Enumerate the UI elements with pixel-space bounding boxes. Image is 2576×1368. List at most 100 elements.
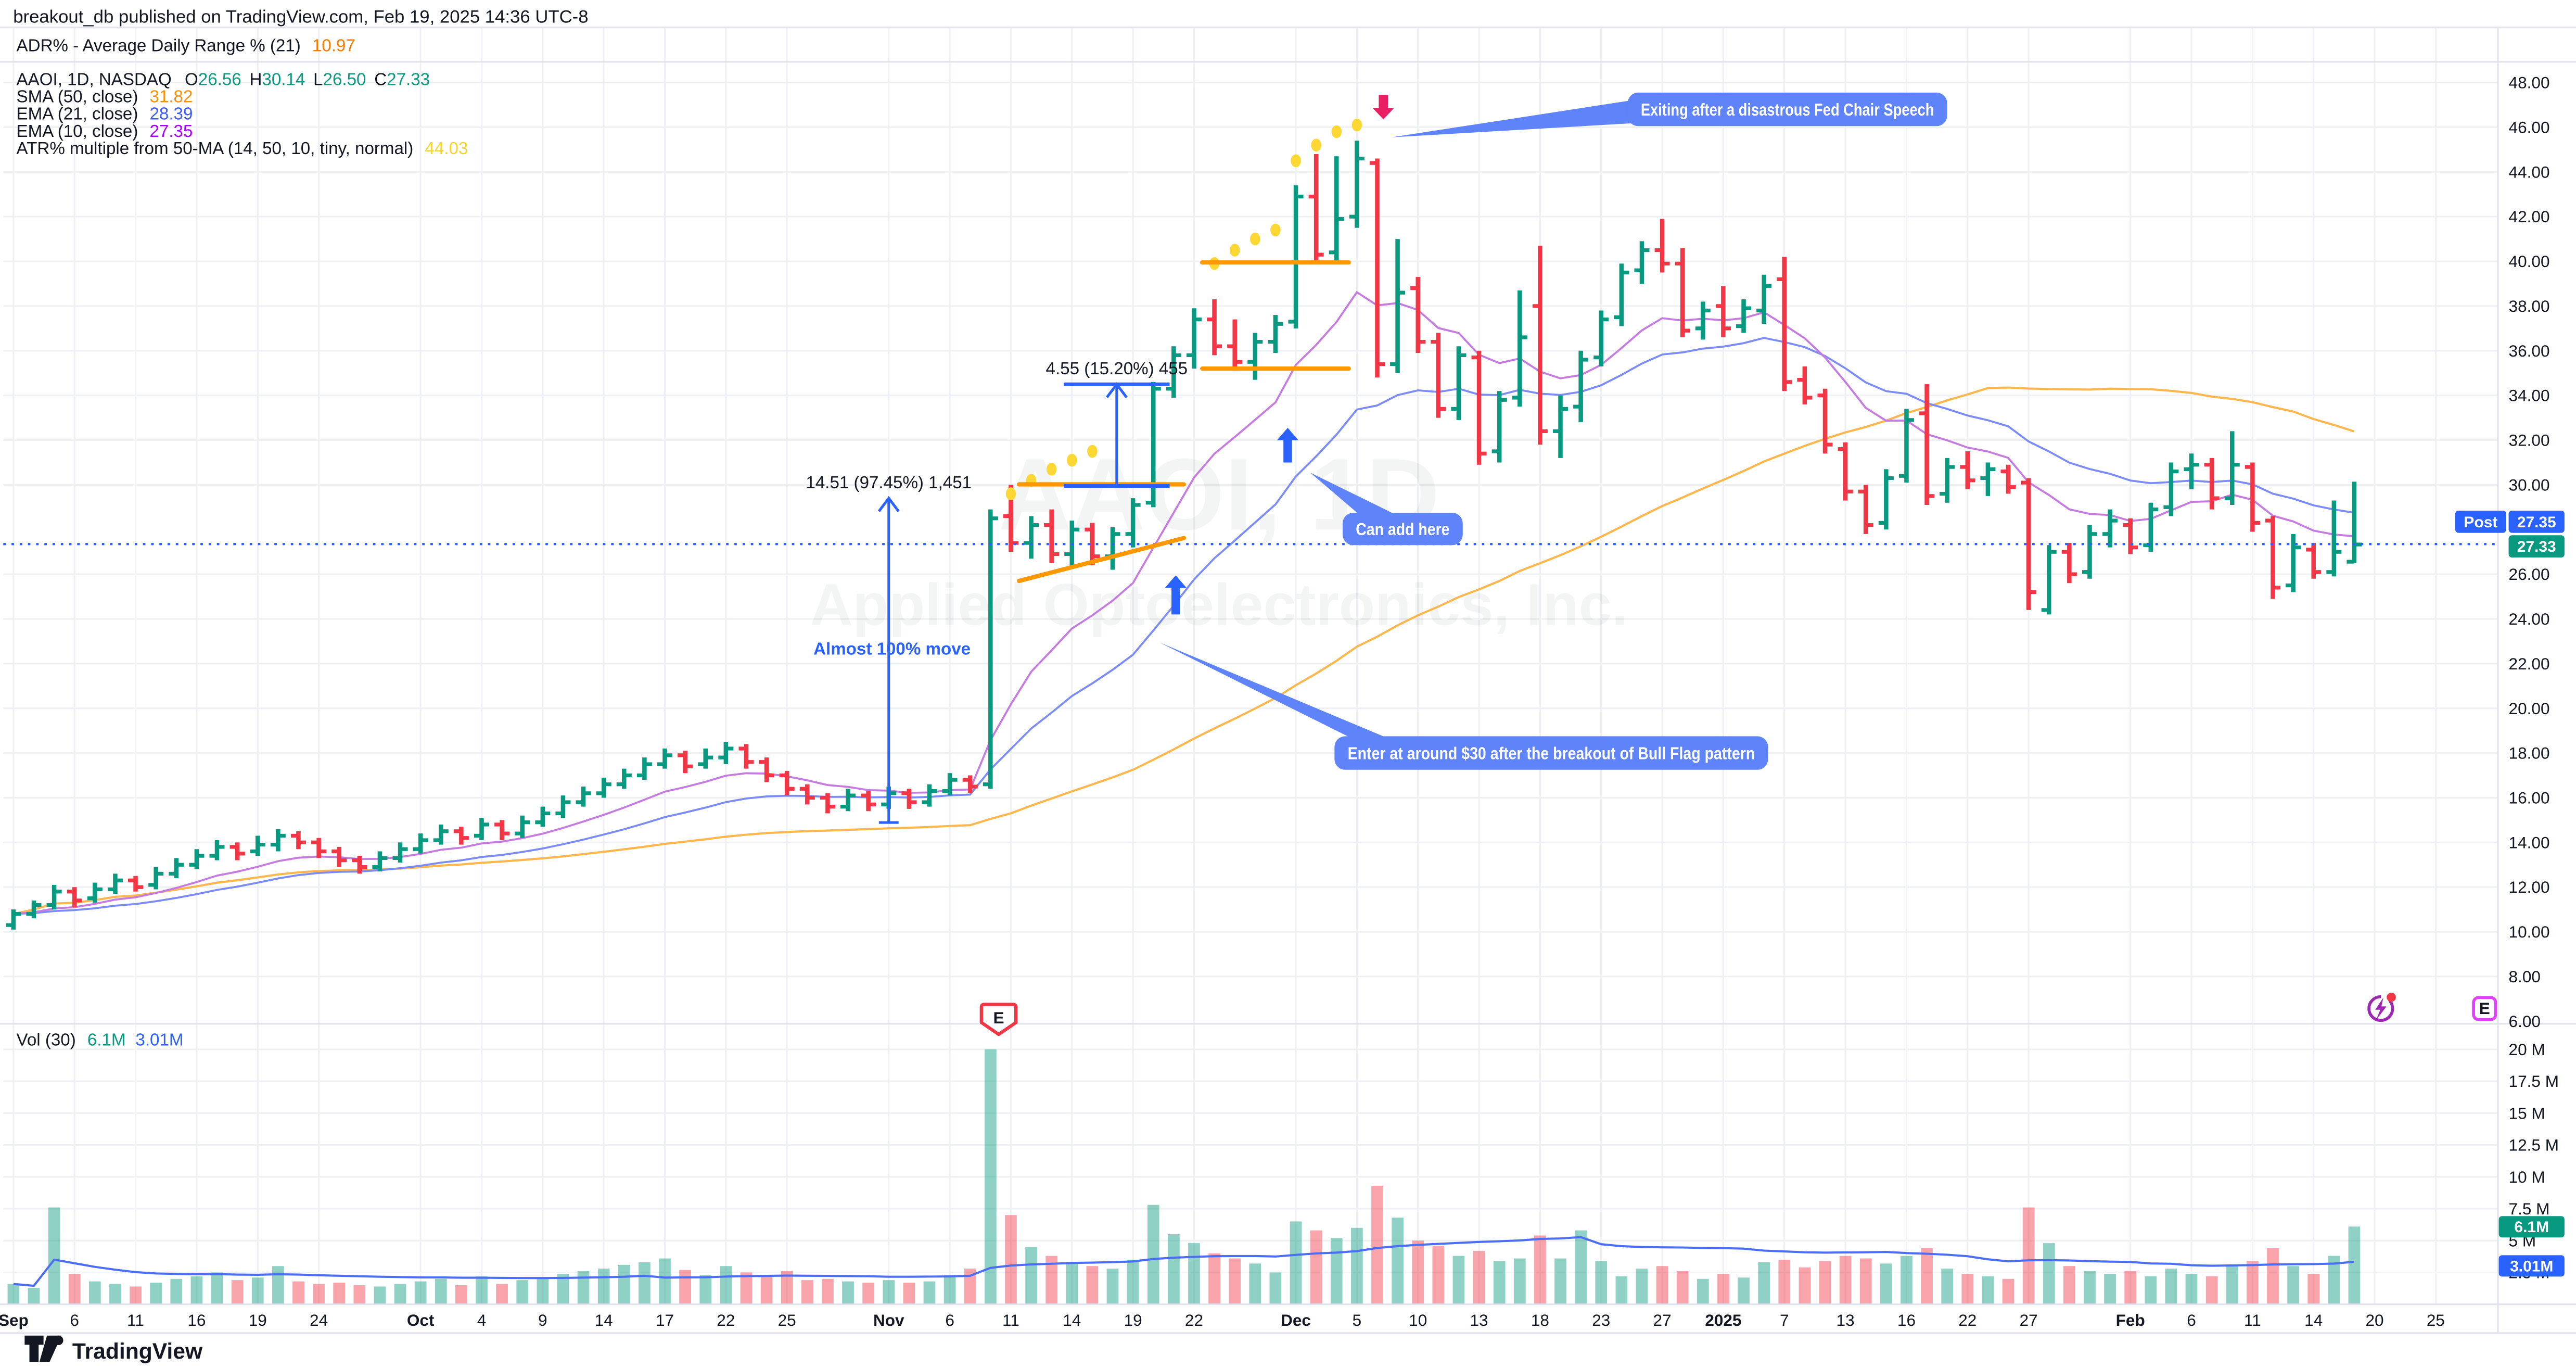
price-axis-label[interactable]: 6.00 xyxy=(2509,1012,2541,1031)
volume-axis-label[interactable]: 15 M xyxy=(2509,1104,2545,1122)
upcoming-earnings-e-icon[interactable]: E xyxy=(2472,996,2497,1021)
time-axis-label[interactable]: 11 xyxy=(2244,1311,2261,1329)
time-axis-label[interactable]: 27 xyxy=(2020,1311,2038,1329)
volume-axis-label[interactable]: 17.5 M xyxy=(2509,1072,2559,1091)
volume-bar xyxy=(699,1275,712,1304)
time-axis-label[interactable]: 11 xyxy=(1002,1311,1019,1329)
time-axis-label[interactable]: 24 xyxy=(310,1311,328,1329)
time-axis-label[interactable]: 10 xyxy=(1409,1311,1427,1329)
time-axis-label[interactable]: 14 xyxy=(2304,1311,2323,1329)
volume-axis-label[interactable]: 12.5 M xyxy=(2509,1136,2559,1155)
ema21-value: 28.39 xyxy=(149,105,193,124)
up-arrow-marker[interactable] xyxy=(1165,575,1187,615)
ema10-legend[interactable]: EMA (10, close) 27.35 xyxy=(17,122,193,141)
volume-axis-label[interactable]: 20 M xyxy=(2509,1040,2545,1059)
time-axis-label[interactable]: 9 xyxy=(538,1311,547,1329)
volume-legend[interactable]: Vol (30) 6.1M 3.01M xyxy=(17,1031,184,1050)
ema21-legend[interactable]: EMA (21, close) 28.39 xyxy=(17,105,193,124)
time-axis-label[interactable]: 11 xyxy=(127,1311,144,1329)
time-axis-label[interactable]: Dec xyxy=(1281,1311,1311,1329)
time-axis-label[interactable]: 13 xyxy=(1837,1311,1855,1329)
price-axis-label[interactable]: 32.00 xyxy=(2509,431,2550,450)
time-axis-label[interactable]: 5 xyxy=(1353,1311,1362,1329)
price-axis-label[interactable]: 18.00 xyxy=(2509,744,2550,763)
time-axis-label[interactable]: 22 xyxy=(717,1311,735,1329)
price-axis-label[interactable]: 44.00 xyxy=(2509,162,2550,181)
time-axis-label[interactable]: 4 xyxy=(477,1311,487,1329)
adr-indicator-legend[interactable]: ADR% - Average Daily Range % (21) 10.97 xyxy=(17,36,355,56)
price-axis-label[interactable]: 8.00 xyxy=(2509,967,2541,986)
price-axis-label[interactable]: 22.00 xyxy=(2509,654,2550,673)
time-axis-label[interactable]: 20 xyxy=(2366,1311,2384,1329)
time-axis-label[interactable]: 17 xyxy=(656,1311,674,1329)
price-axis-label[interactable]: 46.00 xyxy=(2509,118,2550,136)
time-axis-label[interactable]: 27 xyxy=(1653,1311,1672,1329)
time-axis-label[interactable]: 16 xyxy=(1897,1311,1916,1329)
time-axis-label[interactable]: 22 xyxy=(1958,1311,1976,1329)
time-axis-label[interactable]: 13 xyxy=(1470,1311,1488,1329)
last-price-badge-value: 27.33 xyxy=(2517,538,2556,555)
post-session-badge xyxy=(2455,510,2506,533)
earnings-icon[interactable]: E xyxy=(979,1003,1018,1036)
tradingview-logo-icon[interactable] xyxy=(24,1335,63,1362)
volume-bar xyxy=(1371,1185,1383,1304)
time-axis-label[interactable]: 25 xyxy=(2427,1311,2445,1329)
volume-bar xyxy=(1534,1235,1546,1304)
upcoming-earnings-lightning-icon[interactable] xyxy=(2367,992,2396,1022)
volume-ma-badge xyxy=(2498,1255,2565,1277)
price-axis-label[interactable]: 40.00 xyxy=(2509,252,2550,271)
price-axis-label[interactable]: 42.00 xyxy=(2509,207,2550,226)
price-axis-label[interactable]: 34.00 xyxy=(2509,386,2550,405)
price-axis-label[interactable]: 14.00 xyxy=(2509,833,2550,852)
time-axis-label[interactable]: Feb xyxy=(2116,1311,2145,1329)
sma50-legend[interactable]: SMA (50, close) 31.82 xyxy=(17,87,193,106)
time-axis-label[interactable]: 23 xyxy=(1592,1311,1610,1329)
tradingview-logo-text[interactable]: TradingView xyxy=(72,1339,203,1364)
price-axis-label[interactable]: 20.00 xyxy=(2509,699,2550,718)
time-axis-label[interactable]: 6 xyxy=(945,1311,954,1329)
price-range-label: 4.55 (15.20%) 455 xyxy=(1046,359,1188,378)
time-axis-label[interactable]: 19 xyxy=(249,1311,267,1329)
time-axis-label[interactable]: 18 xyxy=(1531,1311,1549,1329)
time-axis-label[interactable]: Sep xyxy=(0,1311,29,1329)
down-arrow-marker[interactable] xyxy=(1372,95,1394,120)
volume-axis-label[interactable]: 7.5 M xyxy=(2509,1199,2550,1218)
time-axis-label[interactable]: 25 xyxy=(778,1311,796,1329)
price-axis-label[interactable]: 24.00 xyxy=(2509,610,2550,628)
time-axis-label[interactable]: Nov xyxy=(873,1311,904,1329)
price-axis-label[interactable]: 36.00 xyxy=(2509,341,2550,360)
time-axis-label[interactable]: 7 xyxy=(1780,1311,1789,1329)
time-axis-label[interactable]: 6 xyxy=(70,1311,79,1329)
callout-box[interactable] xyxy=(1627,92,1947,126)
price-axis-label[interactable]: 30.00 xyxy=(2509,475,2550,494)
time-axis-label[interactable]: 6 xyxy=(2187,1311,2196,1329)
time-axis-label[interactable]: 22 xyxy=(1185,1311,1203,1329)
price-axis-label[interactable]: 48.00 xyxy=(2509,73,2550,92)
volume-bar xyxy=(374,1286,386,1304)
price-axis-label[interactable]: 16.00 xyxy=(2509,789,2550,807)
atr-signal-dot xyxy=(1087,445,1098,458)
callout-box[interactable] xyxy=(1343,513,1463,546)
up-arrow-marker[interactable] xyxy=(1277,427,1298,463)
volume-bar xyxy=(170,1278,183,1304)
time-axis-label[interactable]: Oct xyxy=(407,1311,435,1329)
time-axis-label[interactable]: 14 xyxy=(595,1311,613,1329)
callout-box[interactable] xyxy=(1334,736,1768,770)
measure-note: Almost 100% move xyxy=(813,640,971,659)
symbol-name: AAOI, 1D, NASDAQ xyxy=(17,70,172,89)
user-drawings[interactable]: 14.51 (97.45%) 1,451 Almost 100% move 4.55… xyxy=(806,92,1947,824)
price-axis-label[interactable]: 38.00 xyxy=(2509,297,2550,315)
time-axis-label[interactable]: 19 xyxy=(1124,1311,1142,1329)
price-axis-label[interactable]: 10.00 xyxy=(2509,922,2550,941)
time-axis-label[interactable]: 16 xyxy=(187,1311,206,1329)
price-axis-label[interactable]: 12.00 xyxy=(2509,878,2550,896)
price-axis-label[interactable]: 26.00 xyxy=(2509,565,2550,584)
volume-axis-label[interactable]: 10 M xyxy=(2509,1168,2545,1186)
atr-multiple-legend[interactable]: ATR% multiple from 50-MA (14, 50, 10, ti… xyxy=(17,139,468,158)
time-axis-label[interactable]: 2025 xyxy=(1705,1311,1741,1329)
time-axis-label[interactable]: 14 xyxy=(1063,1311,1081,1329)
axes-labels[interactable]: 48.0046.0044.0042.0040.0038.0036.0034.00… xyxy=(0,73,2559,1329)
symbol-legend[interactable]: AAOI, 1D, NASDAQ O26.56 H30.14 L26.50 C27.33 xyxy=(17,70,430,89)
bull-flag-trendline[interactable] xyxy=(1016,536,1187,584)
